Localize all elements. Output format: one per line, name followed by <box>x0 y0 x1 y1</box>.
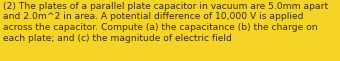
Text: (2) The plates of a parallel plate capacitor in vacuum are 5.0mm apart
and 2.0m^: (2) The plates of a parallel plate capac… <box>3 2 328 43</box>
